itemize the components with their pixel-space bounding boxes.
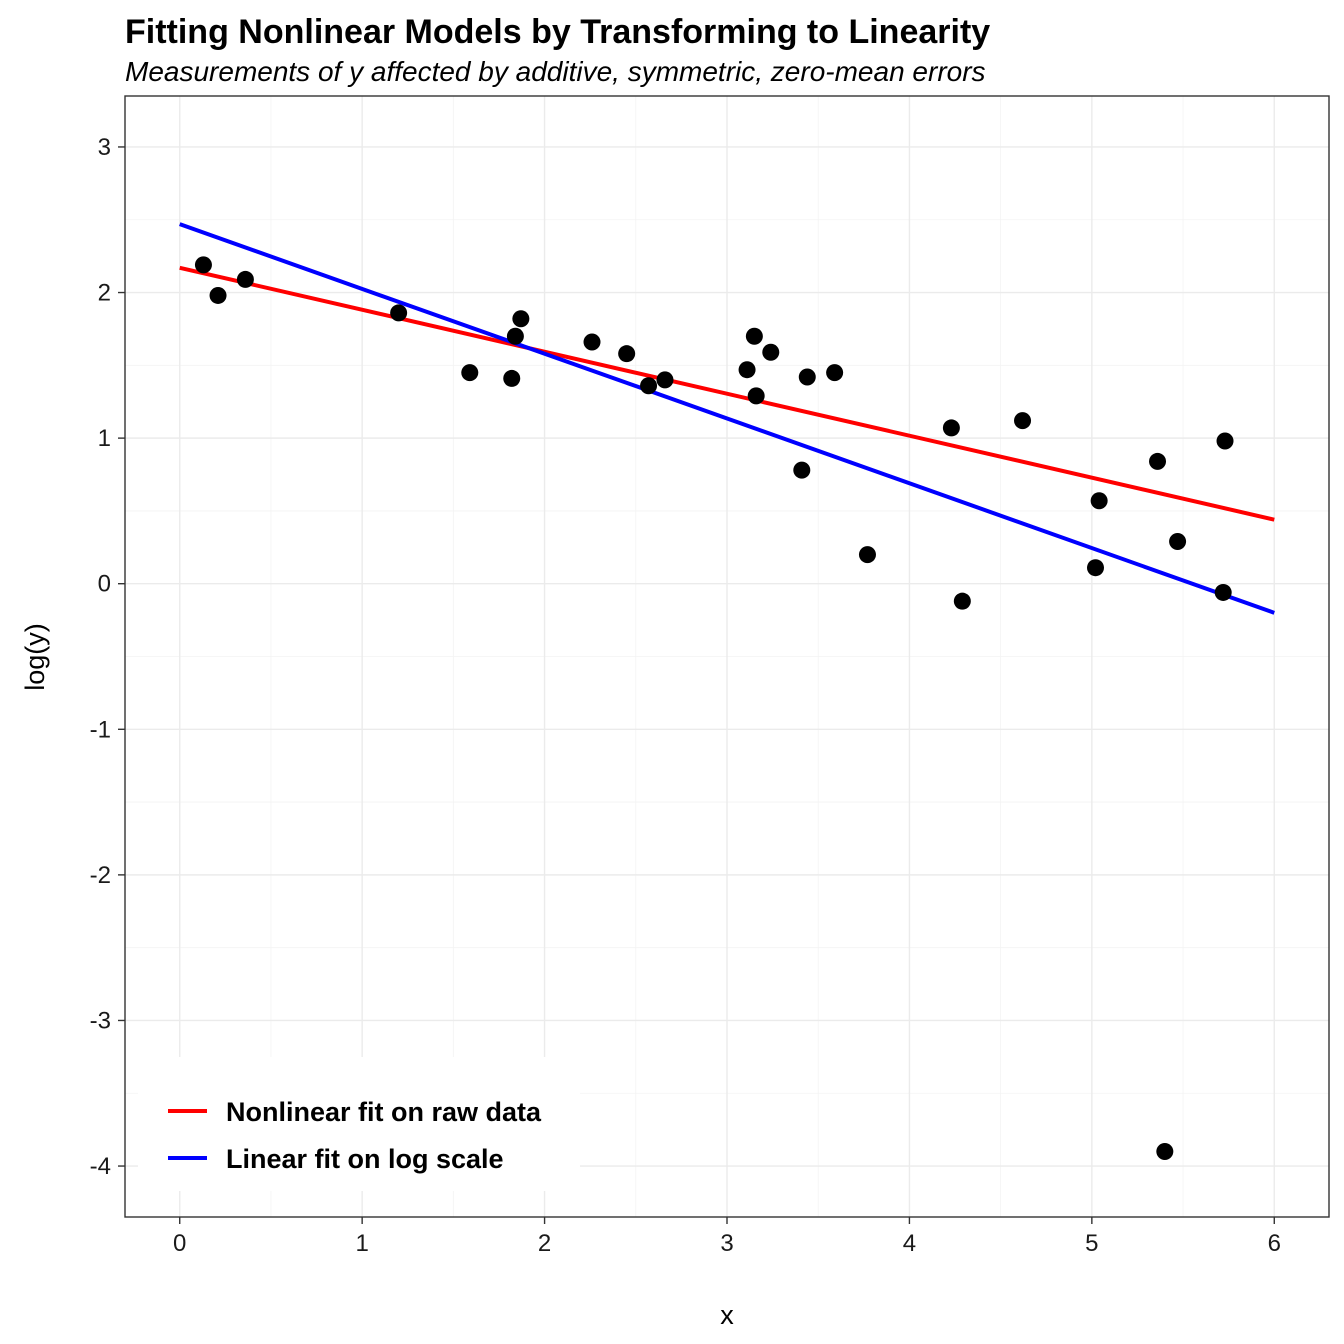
data-point xyxy=(858,546,876,564)
x-tick-label: 6 xyxy=(1268,1230,1281,1257)
chart-subtitle: Measurements of y affected by additive, … xyxy=(125,56,986,87)
legend-background xyxy=(138,1057,580,1191)
data-point xyxy=(1156,1142,1174,1160)
x-tick-label: 1 xyxy=(355,1230,368,1257)
data-point xyxy=(953,592,971,610)
y-axis-title: log(y) xyxy=(20,623,50,691)
data-point xyxy=(1086,559,1104,577)
data-point xyxy=(583,333,601,351)
data-point xyxy=(826,364,844,382)
data-point xyxy=(656,371,674,389)
data-point xyxy=(762,343,780,361)
y-tick-label: -3 xyxy=(90,1007,111,1034)
data-point xyxy=(942,419,960,437)
legend-label-nonlinear: Nonlinear fit on raw data xyxy=(226,1097,542,1127)
data-point xyxy=(618,345,636,363)
x-tick-label: 4 xyxy=(903,1230,916,1257)
x-tick-label: 0 xyxy=(173,1230,186,1257)
linear-fit-line xyxy=(179,222,1275,615)
data-point xyxy=(512,310,530,328)
data-point xyxy=(738,361,756,379)
data-point xyxy=(798,368,816,386)
x-tick-label: 3 xyxy=(720,1230,733,1257)
data-point xyxy=(1149,452,1167,470)
y-tick-label: 2 xyxy=(98,280,111,307)
data-point xyxy=(1169,532,1187,550)
major-gridlines xyxy=(125,96,1329,1217)
y-tick-label: 3 xyxy=(98,134,111,161)
x-tick-label: 5 xyxy=(1085,1230,1098,1257)
legend: Nonlinear fit on raw data Linear fit on l… xyxy=(168,1097,542,1174)
data-point xyxy=(1216,432,1234,450)
data-point xyxy=(1214,583,1232,601)
data-point xyxy=(745,327,763,345)
data-point xyxy=(793,461,811,479)
data-point xyxy=(503,369,521,387)
data-point xyxy=(506,327,524,345)
y-tick-label: 0 xyxy=(98,571,111,598)
data-point xyxy=(747,387,765,405)
legend-label-linear: Linear fit on log scale xyxy=(226,1144,504,1174)
data-point xyxy=(209,286,227,304)
chart-title: Fitting Nonlinear Models by Transforming… xyxy=(125,13,990,51)
data-point xyxy=(1014,412,1032,430)
data-point xyxy=(640,377,658,395)
data-point xyxy=(194,256,212,274)
x-axis-title: x xyxy=(720,1300,734,1330)
data-point xyxy=(236,270,254,288)
data-point xyxy=(390,304,408,322)
y-tick-label: 1 xyxy=(98,425,111,452)
x-tick-label: 2 xyxy=(538,1230,551,1257)
data-point xyxy=(461,364,479,382)
y-tick-label: -1 xyxy=(90,716,111,743)
data-point xyxy=(1090,492,1108,510)
nonlinear-fit-line xyxy=(179,265,1275,522)
y-tick-label: -4 xyxy=(90,1153,111,1180)
fit-lines xyxy=(179,222,1275,615)
y-axis-ticks: -4 -3 -2 -1 0 1 2 3 xyxy=(90,134,125,1180)
y-tick-label: -2 xyxy=(90,862,111,889)
x-axis-ticks: 0 1 2 3 4 5 6 xyxy=(173,1217,1281,1257)
data-points xyxy=(194,256,1234,1160)
